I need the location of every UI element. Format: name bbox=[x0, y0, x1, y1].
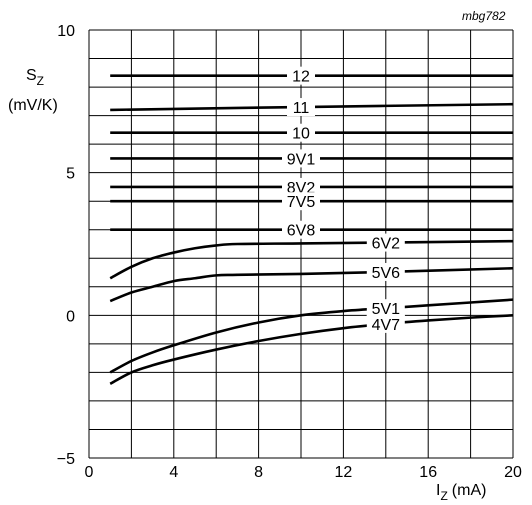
series-label-9v1: 9V1 bbox=[287, 151, 316, 168]
series-line-5v6 bbox=[109, 266, 514, 303]
series-label-background bbox=[366, 262, 405, 281]
series-label-background bbox=[366, 299, 405, 318]
y-tick-label: −5 bbox=[57, 451, 75, 468]
series-label-11: 11 bbox=[293, 100, 310, 117]
series-line-5v1 bbox=[109, 298, 514, 374]
reference-code: mbg782 bbox=[462, 9, 506, 23]
series-label-4v7: 4V7 bbox=[372, 317, 401, 334]
series-label-5v1: 5V1 bbox=[372, 301, 401, 318]
series-line-4v7 bbox=[109, 314, 514, 385]
series-label-background bbox=[287, 66, 315, 85]
y-tick-label: 10 bbox=[57, 23, 75, 40]
series-label-background bbox=[282, 192, 320, 211]
series-label-background bbox=[366, 314, 405, 333]
x-axis-label: IZ (mA) bbox=[436, 482, 486, 503]
x-tick-label: 4 bbox=[169, 464, 178, 481]
x-tick-label: 0 bbox=[85, 464, 94, 481]
series-label-10: 10 bbox=[292, 126, 310, 143]
tick-labels: 0 4 8 12 16 20 −5 0 5 10 bbox=[57, 23, 522, 481]
x-tick-label: 16 bbox=[419, 464, 437, 481]
series-label-background bbox=[282, 220, 320, 239]
series-label-5v6: 5V6 bbox=[372, 265, 401, 282]
x-tick-label: 8 bbox=[254, 464, 263, 481]
series-label-background bbox=[282, 149, 320, 168]
x-tick-label: 12 bbox=[335, 464, 353, 481]
series-label-background bbox=[282, 177, 320, 196]
series-label-12: 12 bbox=[292, 69, 310, 86]
series-label-background bbox=[366, 233, 405, 252]
y-tick-label: 0 bbox=[66, 308, 75, 325]
series-label-7v5: 7V5 bbox=[287, 194, 316, 211]
series-label-background bbox=[287, 123, 315, 142]
series-label-6v8: 6V8 bbox=[287, 223, 316, 240]
series-label-6v2: 6V2 bbox=[372, 236, 401, 253]
y-axis-unit: (mV/K) bbox=[8, 97, 58, 114]
x-tick-label: 20 bbox=[504, 464, 522, 481]
y-axis-label: SZ bbox=[26, 67, 44, 88]
series-label-background bbox=[287, 98, 315, 117]
y-tick-label: 5 bbox=[66, 166, 75, 183]
